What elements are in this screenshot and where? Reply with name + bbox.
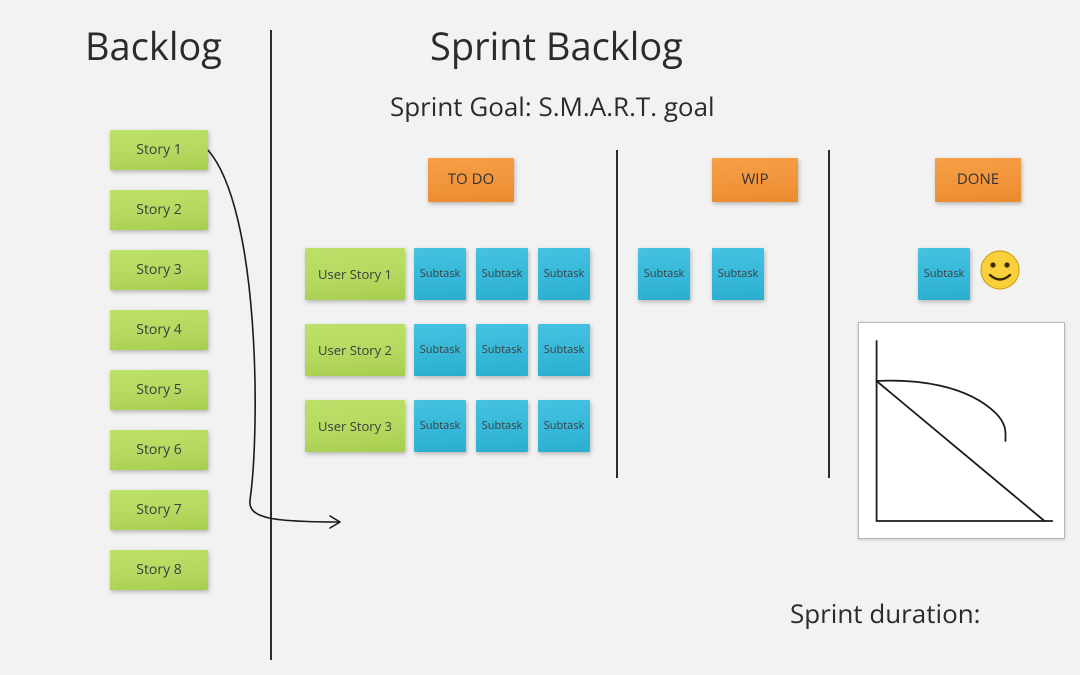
burndown-chart — [858, 322, 1065, 539]
